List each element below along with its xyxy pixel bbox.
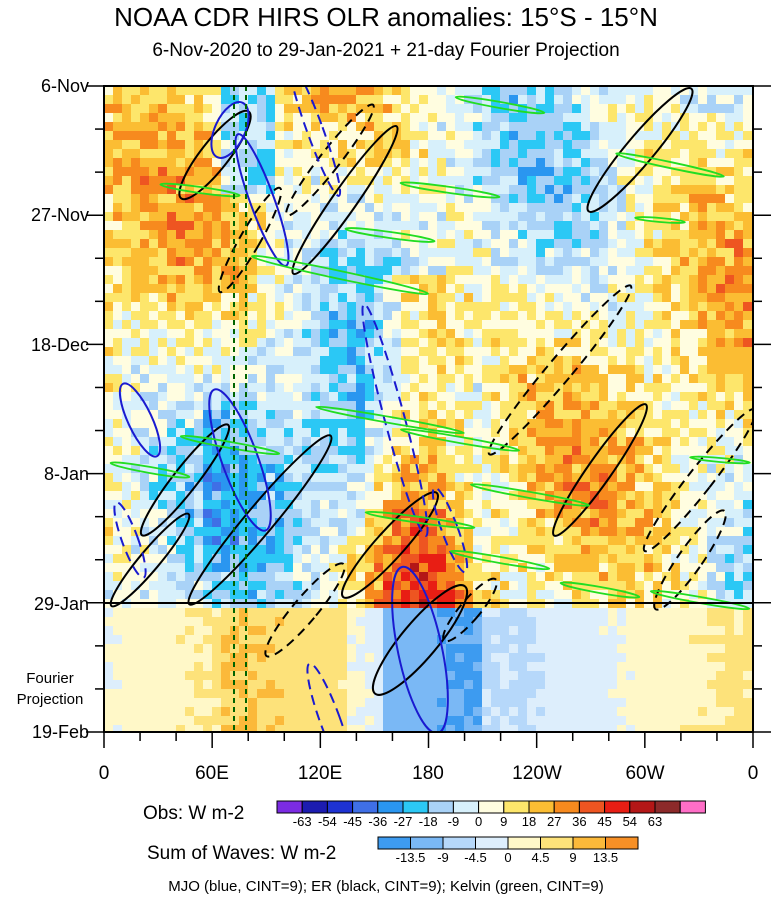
colorbar-tick-label: 63	[647, 814, 663, 829]
fourier-projection-line: Fourier	[26, 670, 74, 687]
x-tick-label: 120E	[297, 763, 343, 784]
colorbar-tick-label: 13.5	[592, 850, 619, 865]
colorbar-tick-label: -63	[292, 814, 312, 829]
x-tick-label: 0	[98, 763, 110, 784]
colorbar-tick-label: -36	[368, 814, 388, 829]
y-tick-label: 18-Dec	[30, 335, 89, 355]
olr-anomaly-field	[104, 86, 753, 732]
colorbar-tick-label: 4.5	[531, 850, 550, 865]
colorbar-tick-label: -54	[317, 814, 337, 829]
plot-axes	[86, 85, 771, 748]
waves-colorbar-label: Sum of Waves: W m-2	[147, 843, 337, 864]
chart-title: NOAA CDR HIRS OLR anomalies: 15°S - 15°N	[114, 2, 658, 32]
colorbar-tick-label: -45	[343, 814, 362, 829]
colorbar-tick-label: 54	[622, 814, 638, 829]
x-tick-label: 60W	[625, 763, 665, 784]
colorbar-tick-label: -9	[447, 814, 460, 829]
obs-colorbar	[276, 800, 706, 814]
colorbar-tick-label: 45	[597, 814, 612, 829]
colorbar-tick-label: -4.5	[464, 850, 487, 865]
colorbar-tick-label: -9	[437, 850, 449, 865]
wave-contours	[109, 86, 753, 732]
colorbar-tick-label: -27	[393, 814, 413, 829]
y-tick-label: 6-Nov	[40, 76, 89, 96]
colorbar-tick-label: 27	[546, 814, 562, 829]
x-tick-label: 60E	[195, 763, 229, 784]
obs-colorbar-label: Obs: W m-2	[143, 803, 245, 824]
x-tick-label: 0	[747, 763, 759, 784]
y-tick-label: 27-Nov	[30, 205, 89, 225]
chart-subtitle: 6-Nov-2020 to 29-Jan-2021 + 21-day Fouri…	[152, 40, 620, 61]
x-tick-label: 120W	[512, 763, 562, 784]
colorbar-tick-label: 36	[572, 814, 587, 829]
y-tick-label: 29-Jan	[33, 594, 89, 614]
y-tick-label: 8-Jan	[43, 464, 89, 484]
colorbar-tick-label: 0	[474, 814, 483, 829]
colorbar-tick-label: 0	[504, 850, 512, 865]
colorbar-tick-label: 9	[500, 814, 508, 829]
x-tick-label: 180	[412, 763, 444, 784]
colorbar-tick-label: -13.5	[395, 850, 426, 865]
colorbar-tick-label: -18	[418, 814, 438, 829]
colorbar-tick-label: 18	[521, 814, 537, 829]
fourier-projection-line: Projection	[16, 691, 84, 708]
wave-legend-text: MJO (blue, CINT=9); ER (black, CINT=9); …	[168, 878, 604, 895]
y-tick-label: 19-Feb	[31, 722, 89, 742]
colorbar-tick-label: 9	[569, 850, 577, 865]
waves-colorbar	[377, 836, 639, 850]
fourier-projection-label: Fourier Projection	[8, 668, 92, 710]
